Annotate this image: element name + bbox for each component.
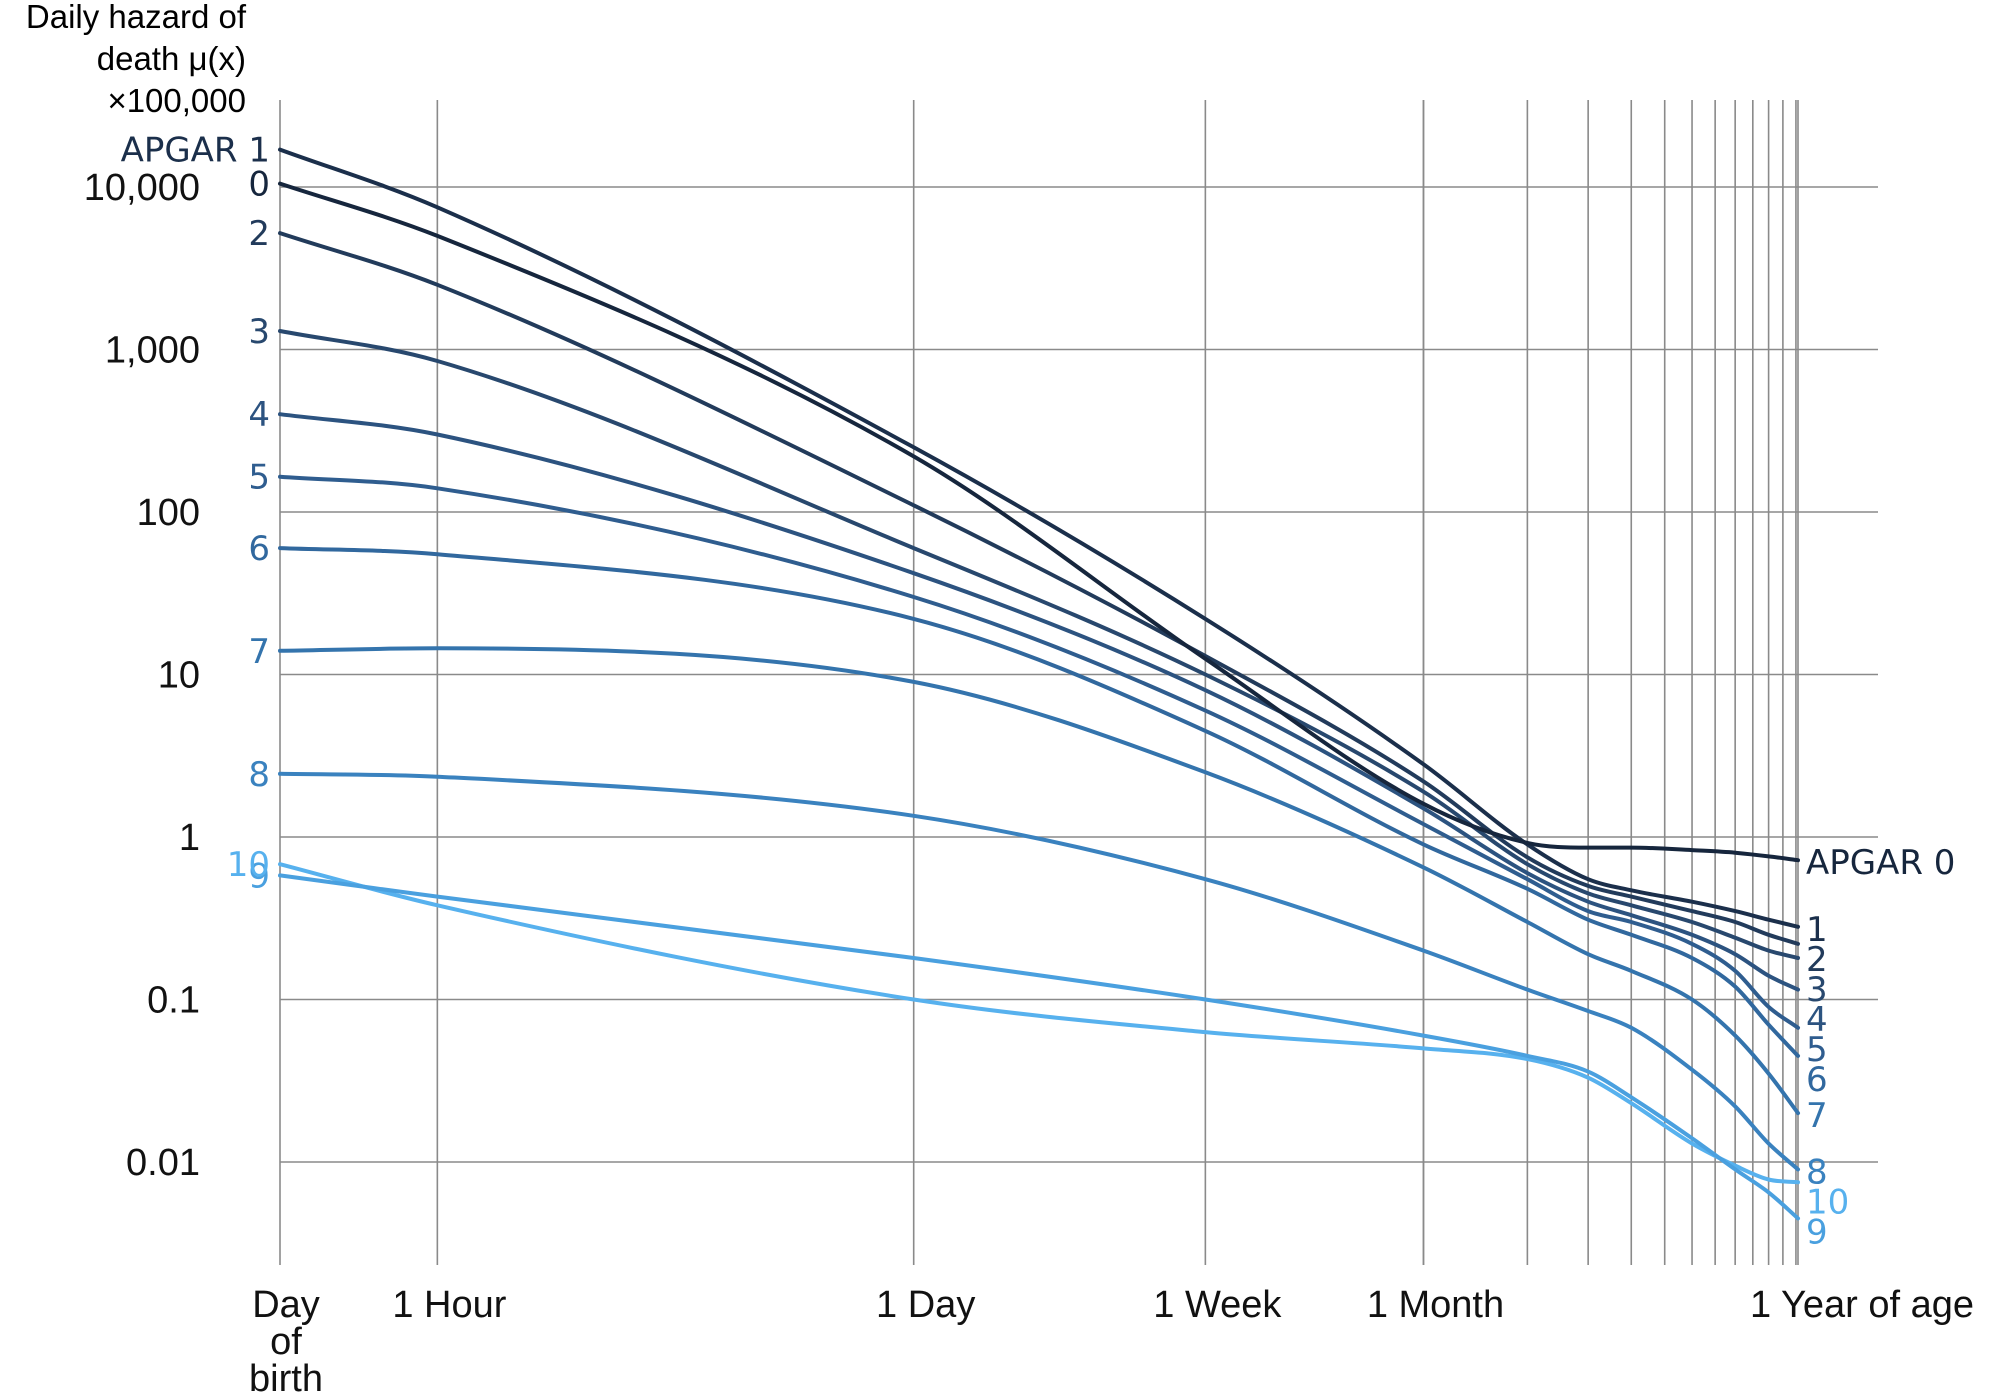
series-start-label: 6: [248, 529, 270, 569]
series-end-label: 3: [1806, 970, 1828, 1010]
series-line-1: [278, 147, 1800, 929]
x-tick-label: 1 Month: [1367, 1284, 1504, 1326]
y-tick-label: 10,000: [84, 167, 200, 209]
series-line-6: [278, 546, 1800, 1058]
series-line-5: [278, 474, 1800, 1030]
series-lines: [278, 147, 1800, 1221]
x-tick-label: 1 Year of age: [1750, 1284, 1974, 1326]
series-line-2: [278, 231, 1800, 946]
series-start-label: 0: [248, 165, 270, 205]
series-line-9: [278, 873, 1800, 1221]
series-end-label: 7: [1806, 1096, 1828, 1136]
series-start-label: 4: [248, 395, 270, 435]
series-end-label: 5: [1806, 1030, 1828, 1070]
series-start-label: 7: [248, 632, 270, 672]
series-line-7: [278, 646, 1800, 1116]
series-start-label: 9: [248, 856, 270, 896]
y-tick-label: 0.01: [126, 1142, 200, 1184]
y-tick-label: 0.1: [147, 980, 200, 1022]
series-end-label: APGAR 0: [1806, 843, 1955, 883]
series-start-label: 8: [248, 755, 270, 795]
series-end-label: 8: [1806, 1152, 1828, 1192]
x-tick-label: Day: [252, 1284, 320, 1326]
x-tick-label: 1 Week: [1153, 1284, 1282, 1326]
y-tick-label: 100: [137, 492, 200, 534]
x-tick-label: 1 Day: [876, 1284, 975, 1326]
x-tick-label: of: [270, 1321, 302, 1363]
y-tick-label: 1,000: [105, 330, 200, 372]
series-start-label: 2: [248, 214, 270, 254]
series-end-label: 9: [1806, 1212, 1828, 1252]
y-axis-title-line-2: death μ(x): [97, 40, 246, 77]
series-start-label: 3: [248, 312, 270, 352]
y-tick-labels: 10,000 1,000 100 10 1 0.1 0.01: [84, 167, 200, 1184]
y-tick-label: 1: [179, 817, 200, 859]
gridlines: [279, 100, 1878, 1265]
x-tick-label: 1 Hour: [392, 1284, 506, 1326]
series-line-4: [278, 412, 1800, 992]
series-end-label: 1: [1806, 910, 1828, 950]
series-start-label: 5: [248, 458, 270, 498]
series-start-label: APGAR 1: [121, 131, 270, 171]
y-axis-title-line-3: ×100,000: [107, 82, 246, 119]
series-end-label: 10: [1806, 1182, 1849, 1222]
series-end-label: 6: [1806, 1060, 1828, 1100]
series-line-apgar-0: [278, 181, 1800, 863]
series-end-label: 2: [1806, 940, 1828, 980]
x-tick-label: birth: [249, 1358, 323, 1392]
series-start-label: 10: [227, 845, 270, 885]
y-axis-title-line-1: Daily hazard of: [26, 0, 247, 35]
series-line-3: [278, 329, 1800, 960]
series-line-8: [278, 771, 1800, 1172]
y-tick-label: 10: [158, 655, 200, 697]
series-end-label: 4: [1806, 1000, 1828, 1040]
